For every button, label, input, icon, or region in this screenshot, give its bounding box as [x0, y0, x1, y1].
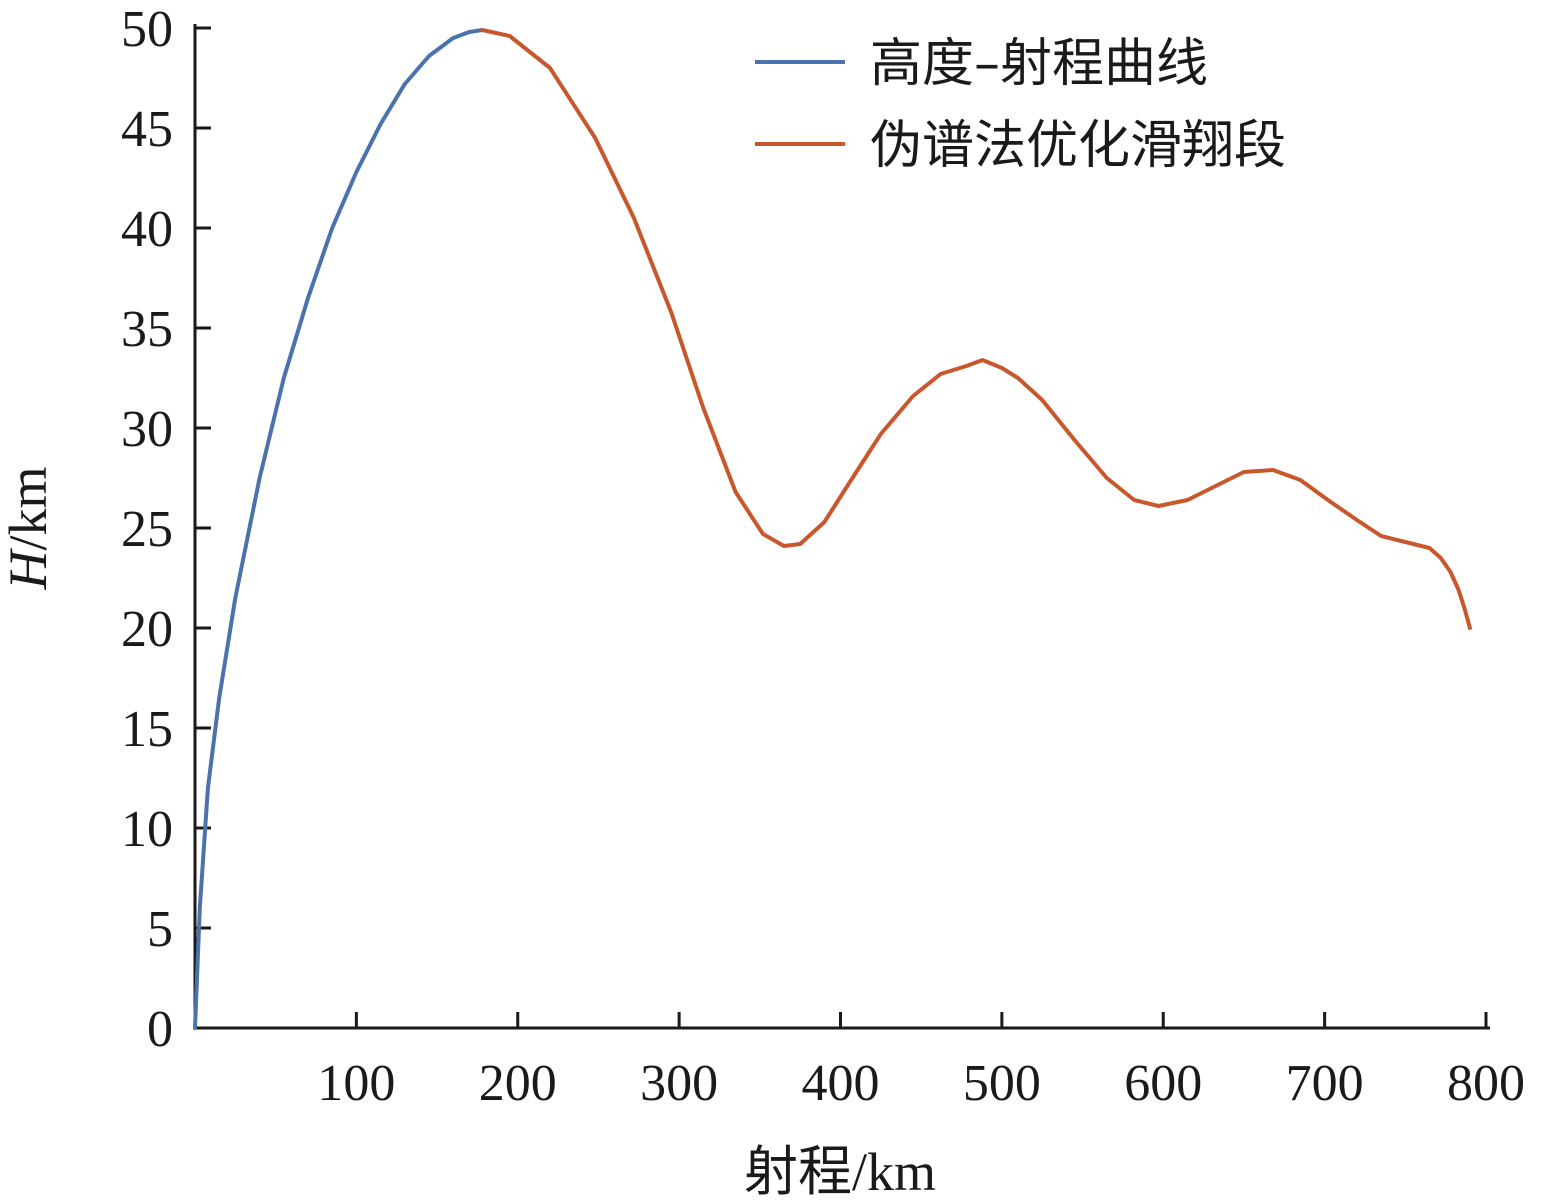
x-tick-label: 400 [802, 1055, 880, 1112]
y-tick-label: 25 [121, 501, 173, 558]
legend-label-1: 高度–射程曲线 [870, 34, 1208, 94]
x-tick-label: 500 [963, 1055, 1041, 1112]
y-tick-label: 30 [121, 401, 173, 458]
x-tick-label: 300 [640, 1055, 718, 1112]
x-tick-label: 100 [317, 1055, 395, 1112]
y-ticks: 0 5 10 15 20 25 30 35 40 45 50 [121, 1, 211, 1058]
y-tick-label: 20 [121, 601, 173, 658]
legend-label-2: 伪谱法优化滑翔段 [870, 116, 1286, 176]
x-tick-label: 700 [1286, 1055, 1364, 1112]
y-axis-variable: H [0, 548, 58, 591]
y-tick-label: 35 [121, 301, 173, 358]
x-tick-label: 800 [1447, 1055, 1525, 1112]
y-tick-label: 15 [121, 701, 173, 758]
series-layer [193, 28, 1472, 1030]
y-tick-label: 45 [121, 101, 173, 158]
y-tick-label: 50 [121, 1, 173, 58]
y-tick-label: 40 [121, 201, 173, 258]
x-tick-label: 200 [479, 1055, 557, 1112]
y-axis-title: H/km [0, 466, 58, 590]
series-line-1 [193, 28, 485, 1030]
x-ticks: 100 200 300 400 500 600 700 800 [317, 1012, 1525, 1112]
y-tick-label: 0 [147, 1001, 173, 1058]
y-axis-unit: /km [0, 466, 58, 550]
x-axis-title: 射程/km [744, 1142, 936, 1202]
axes: 0 5 10 15 20 25 30 35 40 45 50 100 200 300 400 500 600 7… [121, 1, 1525, 1112]
y-tick-label: 5 [147, 901, 173, 958]
series-line-2 [480, 28, 1472, 630]
y-tick-label: 10 [121, 801, 173, 858]
x-tick-label: 600 [1124, 1055, 1202, 1112]
